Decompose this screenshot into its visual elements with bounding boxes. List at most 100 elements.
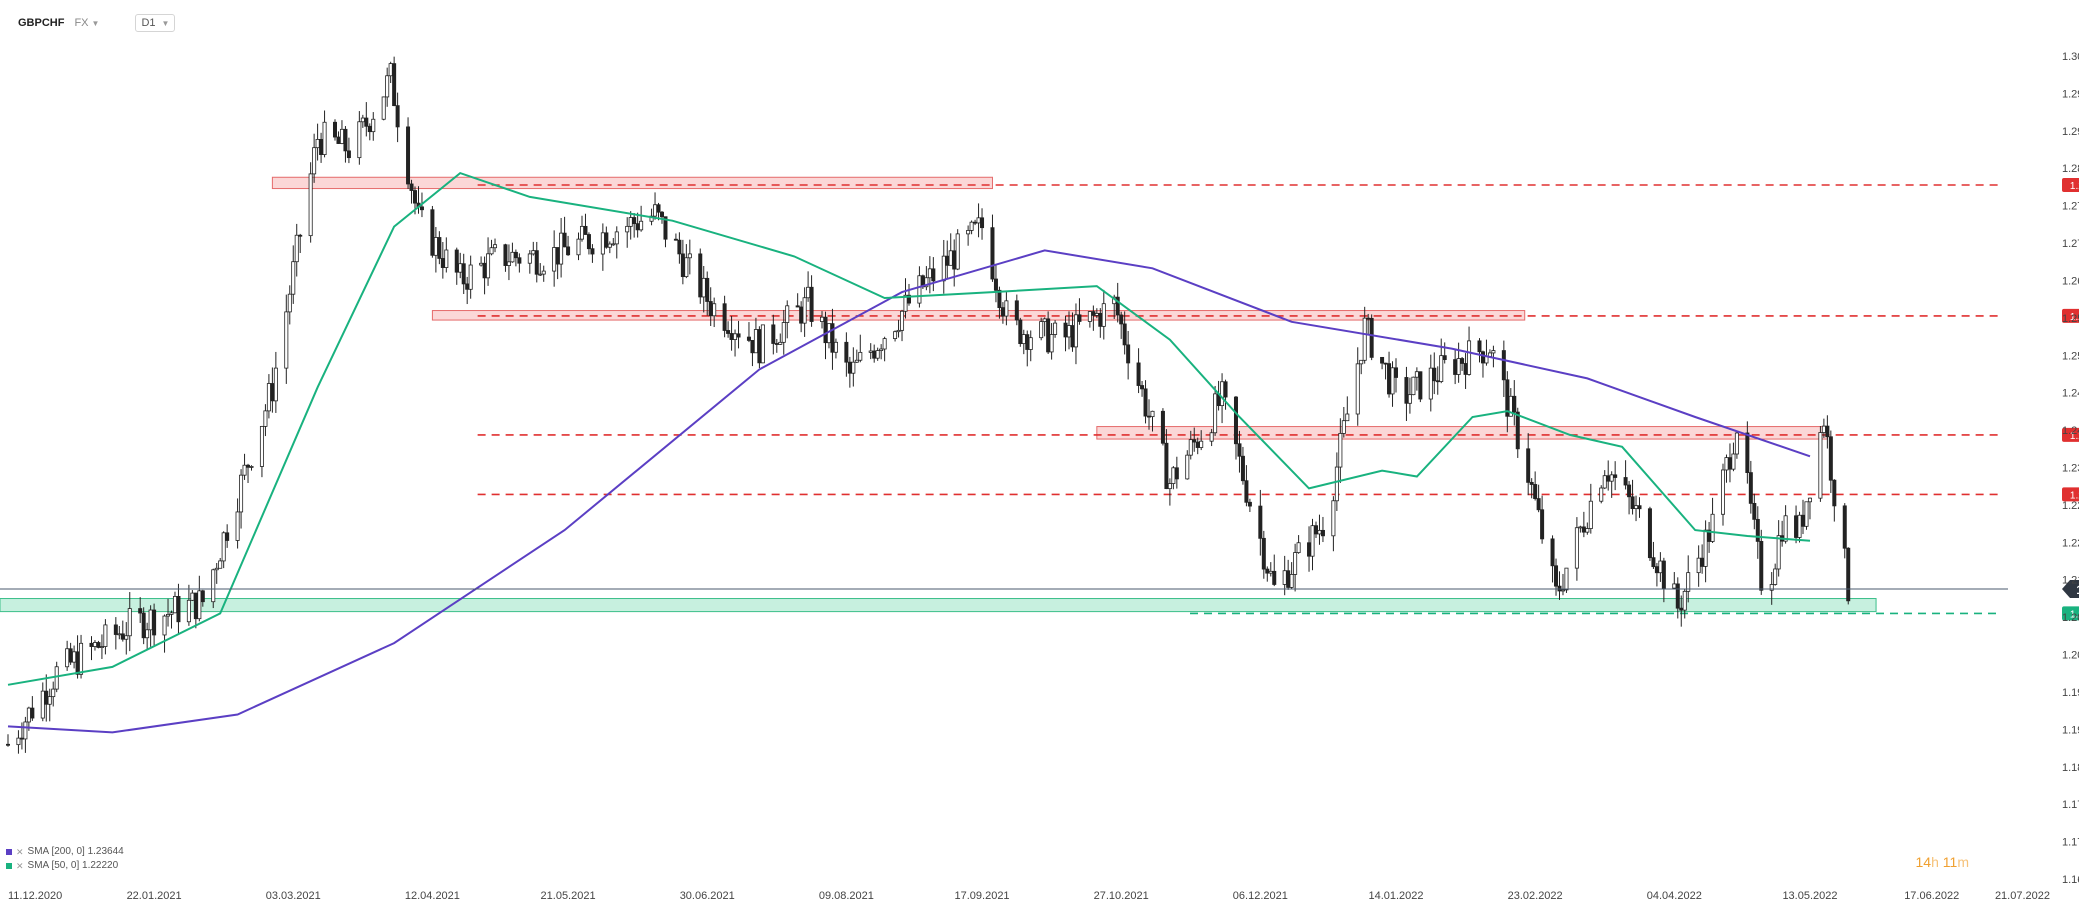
candle [576, 232, 581, 261]
candle [1122, 311, 1127, 355]
candle [1460, 357, 1465, 371]
timeframe-select[interactable]: D1 ▼ [135, 14, 176, 32]
y-tick-label: 1.24081 [2062, 425, 2079, 437]
candle [1602, 470, 1607, 490]
level-label: 1.24000 [2070, 431, 2079, 442]
candle [117, 626, 122, 640]
candle [659, 210, 664, 224]
remove-icon[interactable]: ✕ [16, 861, 24, 871]
candle [1696, 545, 1701, 587]
candle [579, 215, 584, 242]
level-tag [2062, 177, 2079, 192]
candle [566, 235, 571, 256]
candle [124, 622, 129, 655]
candle [774, 338, 779, 353]
candle [1599, 485, 1604, 504]
candle [489, 239, 494, 256]
x-tick-label: 12.04.2021 [405, 890, 460, 902]
candle [392, 56, 397, 107]
candle [1724, 454, 1729, 483]
candle [830, 308, 835, 370]
candle [635, 212, 640, 238]
candle [1453, 349, 1458, 385]
candle [1540, 495, 1545, 544]
level-tag [2062, 487, 2079, 502]
candle [1734, 430, 1739, 459]
candle [1627, 481, 1632, 515]
candle [409, 179, 414, 204]
candle [1407, 377, 1412, 414]
candle [1268, 562, 1273, 577]
candle [1731, 442, 1736, 472]
candle [1560, 573, 1565, 596]
x-tick-label: 11.12.2020 [8, 890, 62, 902]
market-selector[interactable]: FX ▼ [74, 17, 99, 29]
candle [590, 244, 595, 263]
candle [1258, 489, 1263, 556]
candle [1192, 427, 1197, 452]
candle [266, 374, 271, 419]
candle [1807, 497, 1812, 520]
candle [1721, 463, 1726, 526]
candle [287, 285, 292, 325]
candle [1505, 371, 1510, 433]
candle [1087, 311, 1092, 328]
candle [722, 295, 727, 338]
y-tick-label: 1.22195 [2062, 537, 2079, 549]
candle [1634, 495, 1639, 522]
resistance-zone [431, 310, 1526, 321]
legend-swatch [6, 849, 12, 855]
candle [346, 137, 351, 164]
remove-icon[interactable]: ✕ [16, 847, 24, 857]
timeframe-label: D1 [141, 17, 156, 29]
candle [1063, 315, 1068, 352]
candle [990, 214, 995, 282]
legend-swatch [6, 863, 12, 869]
candle [461, 253, 466, 295]
candle [1647, 506, 1652, 561]
legend-item-sma50[interactable]: ✕ SMA [50, 0] 1.22220 [6, 859, 124, 873]
candle [239, 469, 244, 529]
y-tick-label: 1.16536 [2062, 874, 2079, 886]
candle [1018, 317, 1023, 347]
candle [1411, 376, 1416, 396]
candle [172, 591, 177, 614]
candle [141, 607, 146, 645]
candle [51, 681, 56, 707]
candle [802, 287, 807, 337]
candle [65, 640, 70, 671]
candle [218, 557, 223, 569]
candle [486, 237, 491, 286]
candle [1832, 479, 1837, 522]
candle [1512, 380, 1517, 426]
candle [211, 568, 216, 609]
candle [1028, 330, 1033, 362]
candle [1317, 514, 1322, 545]
candle [705, 271, 710, 316]
candle [364, 102, 369, 137]
candle [1554, 558, 1559, 596]
candle [221, 531, 226, 569]
legend-item-sma200[interactable]: ✕ SMA [200, 0] 1.23644 [6, 845, 124, 859]
sma-layer [7, 171, 1811, 734]
candle [701, 266, 706, 313]
candle [79, 634, 84, 679]
y-tick-label: 1.27853 [2062, 201, 2079, 213]
candle [152, 603, 157, 646]
candle [1188, 430, 1193, 460]
candle [931, 257, 936, 292]
level-tag [2062, 308, 2079, 323]
y-tick-label: 1.20308 [2062, 650, 2079, 662]
candle [750, 340, 755, 367]
level-label: 1.28200 [2070, 181, 2079, 192]
level-tag [2062, 427, 2079, 442]
symbol-label[interactable]: GBPCHF [18, 17, 65, 29]
x-tick-label: 22.01.2021 [127, 890, 182, 902]
candle [176, 583, 181, 635]
candle [513, 249, 518, 267]
candle [270, 367, 275, 413]
candle [1574, 517, 1579, 581]
candle [1526, 433, 1531, 496]
